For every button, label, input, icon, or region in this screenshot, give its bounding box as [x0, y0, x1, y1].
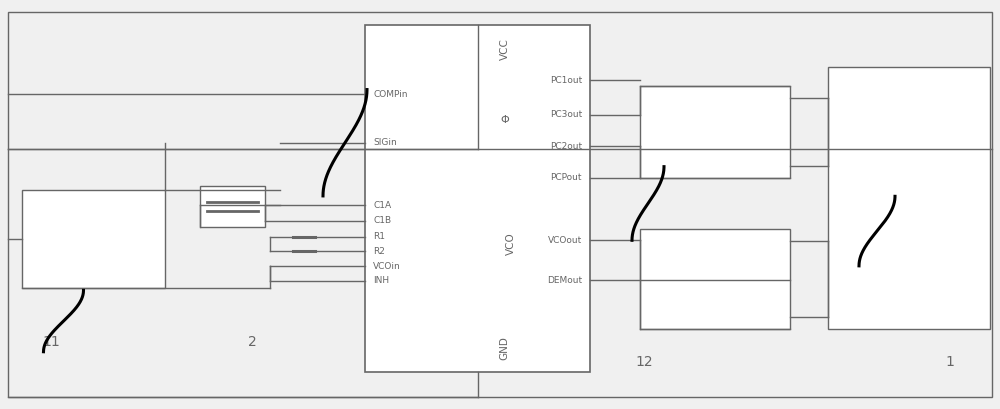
Text: PC1out: PC1out	[550, 76, 582, 85]
Text: R1: R1	[373, 232, 385, 241]
Text: PC3out: PC3out	[550, 110, 582, 119]
Bar	[22, 190, 165, 288]
Text: 12: 12	[635, 355, 653, 369]
Bar	[828, 67, 990, 329]
Text: VCO: VCO	[506, 232, 516, 255]
Text: DEMout: DEMout	[547, 276, 582, 285]
Text: VCOin: VCOin	[373, 262, 401, 271]
Text: VCOout: VCOout	[548, 236, 582, 245]
Bar	[200, 186, 265, 227]
Text: C1A: C1A	[373, 201, 391, 210]
Text: 2: 2	[248, 335, 257, 348]
Bar	[640, 86, 790, 178]
Text: VCC: VCC	[499, 38, 509, 60]
Bar	[640, 229, 790, 329]
Text: PCPout: PCPout	[550, 173, 582, 182]
Text: 1: 1	[945, 355, 954, 369]
Text: SIGin: SIGin	[373, 138, 397, 147]
Text: Φ: Φ	[500, 115, 509, 125]
Text: PC2out: PC2out	[550, 142, 582, 151]
Text: R2: R2	[373, 247, 385, 256]
Text: COMPin: COMPin	[373, 90, 408, 99]
Text: C1B: C1B	[373, 216, 391, 225]
Bar	[365, 25, 590, 372]
Text: INH: INH	[373, 276, 389, 285]
Text: GND: GND	[499, 336, 509, 360]
Text: 11: 11	[42, 335, 60, 348]
